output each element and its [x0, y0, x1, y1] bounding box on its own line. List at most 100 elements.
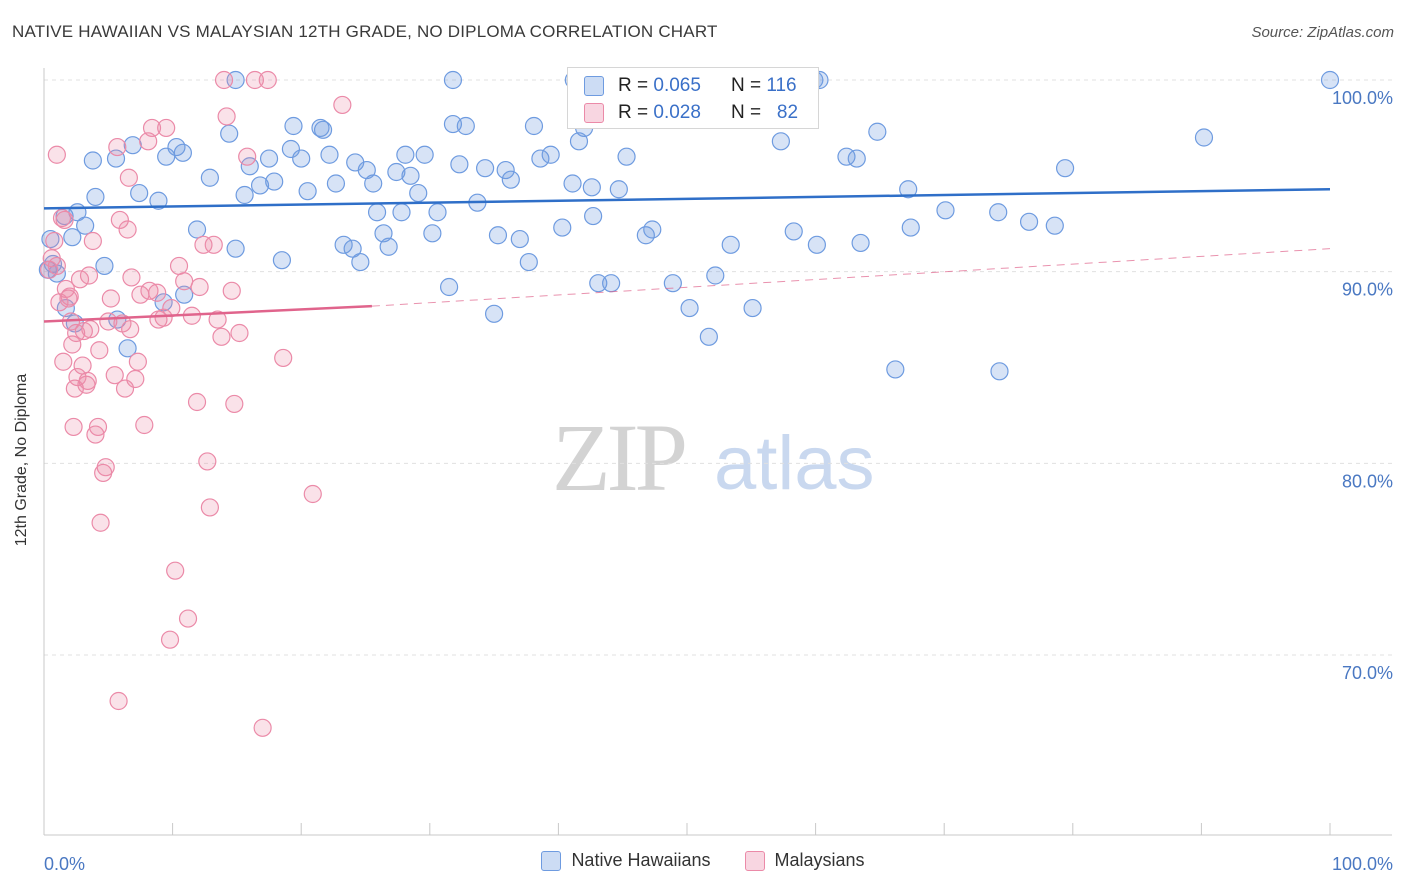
malaysian-point — [118, 220, 137, 239]
malaysian-point — [274, 348, 293, 368]
native-hawaiian-point — [326, 174, 346, 193]
malaysian-point — [60, 287, 79, 306]
malaysian-point — [333, 95, 352, 115]
stats-n-value: 82 — [776, 102, 799, 123]
x-tick-label-min: 0.0% — [44, 854, 85, 874]
native-hawaiian-point — [351, 252, 370, 272]
y-tick-label: 70.0% — [1342, 663, 1393, 683]
chart-title: NATIVE HAWAIIAN VS MALAYSIAN 12TH GRADE,… — [12, 22, 718, 41]
malaysian-point — [101, 289, 120, 308]
native-hawaiian-point — [569, 132, 589, 151]
x-tick-label-max: 100.0% — [1332, 854, 1393, 874]
malaysian-point — [140, 281, 159, 300]
native-hawaiian-point — [868, 122, 887, 141]
native-hawaiian-point — [311, 118, 330, 138]
native-hawaiian-point — [847, 149, 866, 168]
malaysian-point — [217, 107, 236, 126]
legend-label: Native Hawaiians — [571, 850, 711, 870]
malaysian-point — [88, 417, 108, 437]
native-hawaiian-point — [784, 222, 803, 241]
native-hawaiian-point — [392, 203, 411, 222]
native-hawaiian-point — [149, 191, 168, 210]
native-hawaiian-point — [488, 226, 508, 245]
native-hawaiian-point — [415, 145, 434, 164]
malaysian-point — [73, 356, 92, 375]
native-hawaiian-point — [313, 120, 333, 139]
native-hawaiian-point — [496, 160, 515, 180]
legend: Native Hawaiians Malaysians — [0, 850, 1406, 871]
native-hawaiian-point — [173, 143, 192, 162]
native-hawaiian-trend-line — [43, 188, 1331, 210]
malaysian-point — [208, 310, 227, 329]
y-tick-label: 100.0% — [1332, 88, 1393, 108]
native-hawaiian-point — [334, 235, 353, 254]
malaysian-point — [67, 323, 86, 343]
malaysian-point — [81, 320, 100, 339]
native-hawaiian-point — [220, 124, 239, 143]
native-hawaiian-point — [1019, 212, 1039, 231]
malaysian-point — [110, 210, 129, 230]
malaysian-point — [238, 147, 257, 166]
malaysian-point — [194, 235, 213, 254]
native-hawaiian-point — [187, 220, 207, 239]
native-hawaiian-point — [320, 145, 339, 164]
native-hawaiian-point — [899, 180, 918, 199]
malaysian-point — [105, 366, 124, 385]
native-hawaiian-point — [851, 233, 870, 253]
native-hawaiian-point — [1045, 216, 1064, 235]
legend-item-malaysians: Malaysians — [744, 850, 865, 871]
malaysian-point — [303, 484, 322, 504]
malaysian-point — [119, 168, 138, 187]
native-hawaiian-point — [226, 239, 245, 258]
native-hawaiian-point — [298, 182, 317, 201]
watermark-zip: ZIP — [552, 404, 688, 511]
malaysian-trend-line — [43, 304, 372, 323]
native-hawaiian-point — [387, 162, 406, 182]
malaysian-point — [90, 341, 109, 360]
malaysian-point — [253, 718, 272, 737]
native-hawaiian-point — [680, 298, 699, 318]
malaysian-point — [154, 308, 173, 327]
source-label: Source: ZipAtlas.com — [1251, 24, 1394, 41]
native-hawaiian-point — [519, 252, 538, 272]
malaysian-point — [175, 272, 194, 291]
native-hawaiian-point — [589, 274, 608, 293]
native-hawaiian-point — [1055, 159, 1075, 178]
malaysian-point — [47, 256, 66, 276]
native-hawaiian-point — [609, 180, 628, 199]
malaysian-point — [122, 268, 141, 287]
malaysian-point — [258, 70, 277, 90]
stats-swatch-blue — [584, 76, 604, 96]
native-hawaiian-point — [541, 145, 560, 164]
stats-row-malaysians: R = 0.028 N = 82 — [584, 100, 798, 126]
native-hawaiian-point — [771, 132, 790, 151]
malaysian-point — [109, 691, 128, 711]
malaysian-point — [204, 235, 223, 254]
stats-r-label: R = — [618, 102, 649, 123]
native-hawaiian-point — [524, 116, 544, 136]
malaysian-point — [135, 415, 154, 435]
malaysian-point — [198, 452, 217, 471]
native-hawaiian-point — [886, 360, 905, 379]
malaysian-point — [169, 256, 189, 276]
native-hawaiian-point — [175, 285, 194, 304]
native-hawaiian-point — [265, 172, 284, 191]
legend-swatch-pink — [744, 850, 765, 871]
native-hawaiian-point — [450, 155, 469, 174]
stats-swatch-pink — [584, 103, 604, 123]
stats-r-value: 0.028 — [653, 102, 701, 123]
malaysian-point — [63, 335, 82, 354]
native-hawaiian-point — [439, 277, 459, 297]
malaysian-point — [222, 281, 241, 300]
malaysian-point — [157, 118, 176, 138]
native-hawaiian-point — [118, 339, 137, 358]
native-hawaiian-point — [485, 304, 504, 323]
malaysian-point — [245, 70, 265, 90]
malaysian-point — [47, 145, 66, 164]
native-hawaiian-point — [367, 203, 387, 222]
malaysian-point — [178, 609, 198, 628]
native-hawaiian-point — [721, 235, 740, 254]
malaysian-point — [128, 352, 147, 371]
native-hawaiian-point — [292, 149, 311, 168]
native-hawaiian-point — [106, 149, 126, 168]
